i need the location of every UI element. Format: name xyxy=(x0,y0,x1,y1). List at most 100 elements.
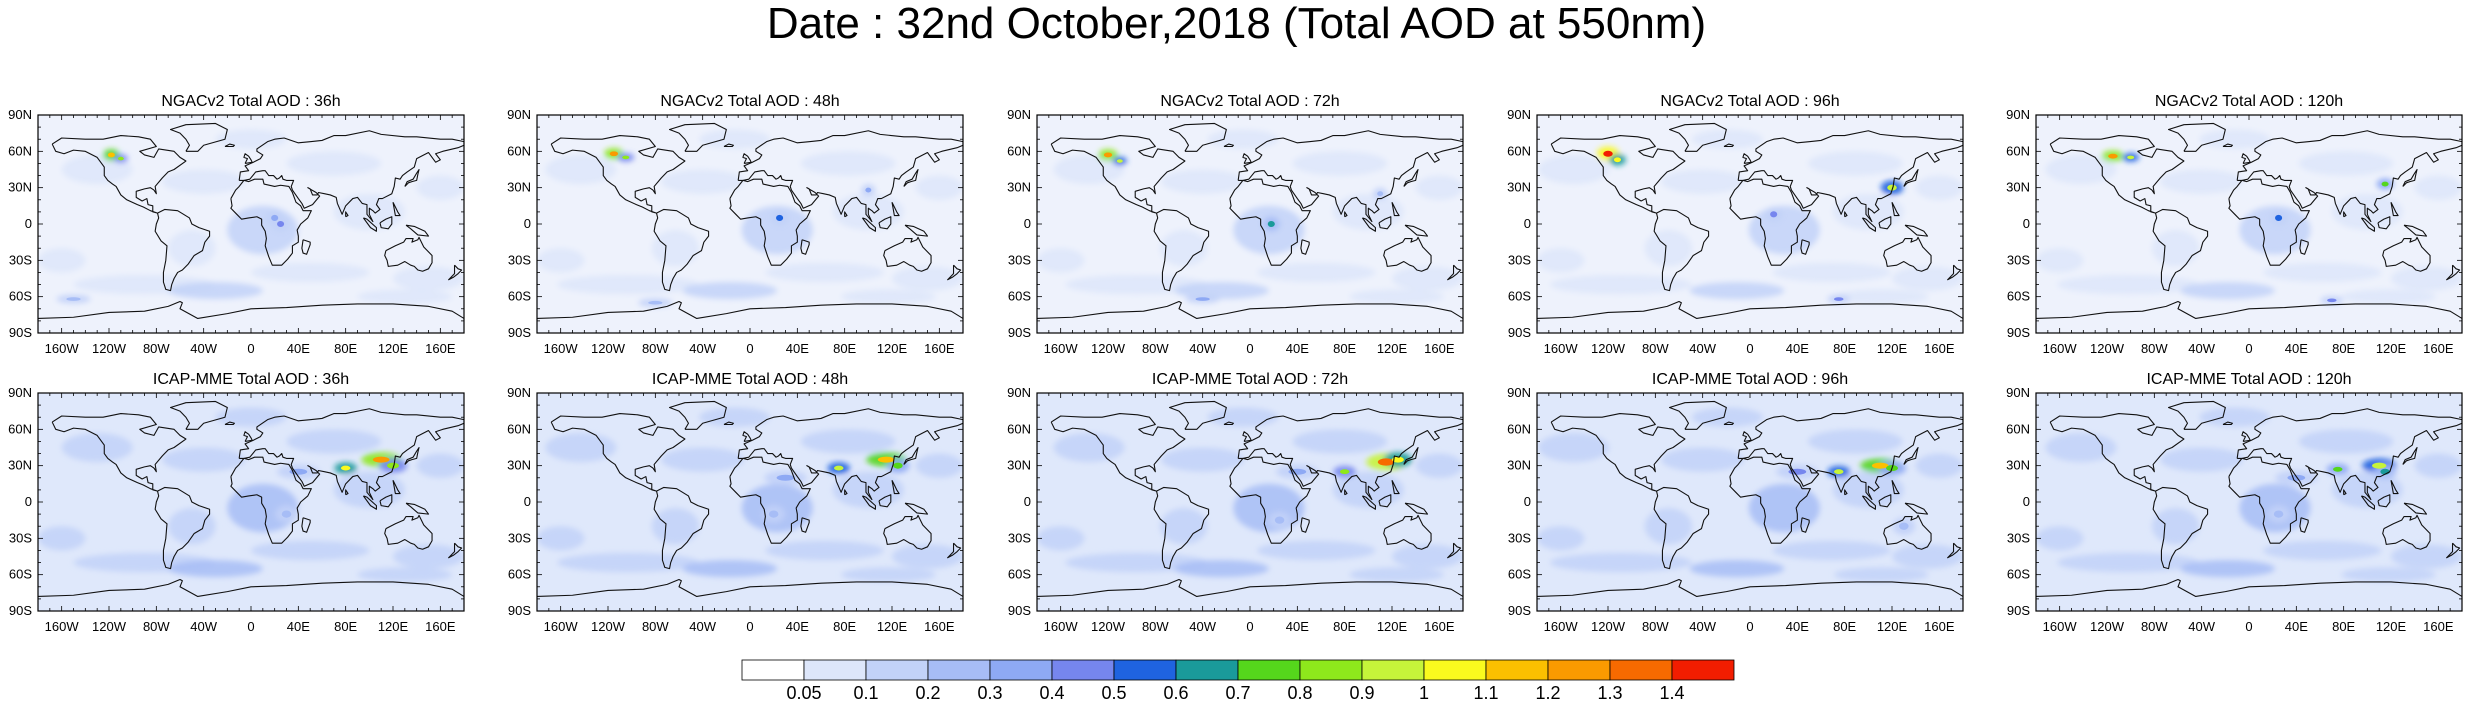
lon-tick-label: 160W xyxy=(1044,341,1079,356)
aod-map: 90N 60N 30N 0 30S 60S 90S 160W 120W 80W 40W 0 40E 80E… xyxy=(2006,385,2463,634)
lon-tick-label: 40E xyxy=(1786,341,1809,356)
lat-tick-label: 90S xyxy=(2007,325,2030,340)
lat-tick-label: 60S xyxy=(2007,567,2030,582)
panel-title: ICAP-MME Total AOD : 72h xyxy=(1151,371,1349,388)
lat-tick-label: 30N xyxy=(507,180,531,195)
lon-tick-label: 40W xyxy=(689,619,716,634)
lat-tick-label: 30N xyxy=(8,180,32,195)
colorbar-swatch xyxy=(865,659,929,681)
lon-tick-label: 40E xyxy=(287,619,310,634)
lon-tick-label: 80W xyxy=(642,341,669,356)
lon-tick-label: 160E xyxy=(425,619,456,634)
aod-field xyxy=(2036,393,2462,611)
lat-tick-label: 30N xyxy=(2006,458,2030,473)
lon-tick-label: 160E xyxy=(1424,619,1455,634)
lat-tick-label: 90N xyxy=(507,107,531,122)
colorbar-label: 1.3 xyxy=(1597,683,1622,701)
lat-tick-label: 0 xyxy=(25,494,32,509)
lat-tick-label: 90N xyxy=(2006,385,2030,400)
lon-tick-label: 80W xyxy=(143,341,170,356)
lat-tick-label: 0 xyxy=(25,216,32,231)
lon-tick-label: 80W xyxy=(1642,619,1669,634)
colorbar-swatch xyxy=(741,659,805,681)
lon-tick-label: 120E xyxy=(877,619,908,634)
lon-tick-label: 120E xyxy=(1377,619,1408,634)
lon-tick-label: 0 xyxy=(2245,341,2252,356)
lon-tick-label: 160W xyxy=(1044,619,1079,634)
map-panel: NGACv2 Total AOD : 36h 90N 60N 30N 0 30S 60S 90… xyxy=(8,93,465,356)
lat-tick-label: 60N xyxy=(1007,421,1031,436)
colorbar-label: 0.9 xyxy=(1349,683,1374,701)
colorbar-label: 1.4 xyxy=(1659,683,1684,701)
colorbar-swatch xyxy=(803,659,867,681)
lat-tick-label: 60N xyxy=(8,421,32,436)
lon-tick-label: 0 xyxy=(1246,619,1253,634)
lon-tick-label: 120E xyxy=(378,619,409,634)
lon-tick-label: 160E xyxy=(924,619,955,634)
lat-tick-label: 60N xyxy=(1007,143,1031,158)
aod-colorbar: 0.05 0.1 0.2 0.3 0.4 0.5 0.6 0.7 0.8 0.9 1 1.1 1.2 1.… xyxy=(741,659,1735,701)
lat-tick-label: 60S xyxy=(508,567,531,582)
lon-tick-label: 80E xyxy=(833,619,856,634)
lon-tick-label: 120W xyxy=(591,341,626,356)
map-panel: NGACv2 Total AOD : 72h 90N 60N 30N 0 30S 60S 90… xyxy=(1007,93,1464,356)
colorbar-swatch xyxy=(1299,659,1363,681)
map-panel: NGACv2 Total AOD : 96h 90N 60N 30N 0 30S 60S 90… xyxy=(1507,93,1964,356)
lon-tick-label: 160E xyxy=(2423,341,2454,356)
lat-tick-label: 90S xyxy=(508,325,531,340)
lon-tick-label: 120E xyxy=(1377,341,1408,356)
aod-field xyxy=(2036,115,2462,333)
lat-tick-label: 0 xyxy=(1024,216,1031,231)
lat-tick-label: 30S xyxy=(9,530,32,545)
map-panel: NGACv2 Total AOD : 120h 90N 60N 30N 0 30S 60S 9… xyxy=(2006,93,2463,356)
colorbar-swatch xyxy=(927,659,991,681)
aod-map: 90N 60N 30N 0 30S 60S 90S 160W 120W 80W 40W 0 40E 80E… xyxy=(507,107,964,356)
lon-tick-label: 120E xyxy=(378,341,409,356)
lon-tick-label: 40E xyxy=(2285,341,2308,356)
lat-tick-label: 30S xyxy=(1008,252,1031,267)
lon-tick-label: 80W xyxy=(2141,341,2168,356)
lon-tick-label: 0 xyxy=(1746,619,1753,634)
aod-map: 90N 60N 30N 0 30S 60S 90S 160W 120W 80W 40W 0 40E 80E… xyxy=(1007,385,1464,634)
aod-field xyxy=(1537,115,1963,333)
lon-tick-label: 160W xyxy=(1544,341,1579,356)
lat-tick-label: 30N xyxy=(2006,180,2030,195)
colorbar-swatch xyxy=(1671,659,1735,681)
lat-tick-label: 30S xyxy=(9,252,32,267)
lon-tick-label: 40W xyxy=(1689,341,1716,356)
lon-tick-label: 160W xyxy=(2043,619,2078,634)
lat-tick-label: 60S xyxy=(1508,567,1531,582)
map-panel: ICAP-MME Total AOD : 36h 90N 60N 30N 0 30S 60S… xyxy=(8,371,465,634)
lat-tick-label: 90N xyxy=(1507,107,1531,122)
lat-tick-label: 0 xyxy=(2023,216,2030,231)
lat-tick-label: 90S xyxy=(1008,325,1031,340)
lat-tick-label: 0 xyxy=(1024,494,1031,509)
lon-tick-label: 80E xyxy=(2332,619,2355,634)
lat-tick-label: 90S xyxy=(1508,603,1531,618)
lat-tick-label: 60N xyxy=(1507,143,1531,158)
lon-tick-label: 120W xyxy=(591,619,626,634)
lat-tick-label: 60S xyxy=(9,289,32,304)
lon-tick-label: 0 xyxy=(1246,341,1253,356)
lon-tick-label: 80W xyxy=(642,619,669,634)
panel-title: NGACv2 Total AOD : 72h xyxy=(1160,93,1340,110)
lat-tick-label: 60N xyxy=(8,143,32,158)
lon-tick-label: 120W xyxy=(1091,341,1126,356)
aod-map: 90N 60N 30N 0 30S 60S 90S 160W 120W 80W 40W 0 40E 80E… xyxy=(1007,107,1464,356)
lat-tick-label: 60S xyxy=(508,289,531,304)
lat-tick-label: 60S xyxy=(1508,289,1531,304)
lon-tick-label: 0 xyxy=(247,619,254,634)
lon-tick-label: 0 xyxy=(247,341,254,356)
lon-tick-label: 160W xyxy=(1544,619,1579,634)
map-panel: ICAP-MME Total AOD : 96h 90N 60N 30N 0 30S 60S… xyxy=(1507,371,1964,634)
panel-title: ICAP-MME Total AOD : 96h xyxy=(1651,371,1849,388)
lat-tick-label: 90N xyxy=(1507,385,1531,400)
lon-tick-label: 40E xyxy=(2285,619,2308,634)
lat-tick-label: 30N xyxy=(1007,458,1031,473)
aod-map: 90N 60N 30N 0 30S 60S 90S 160W 120W 80W 40W 0 40E 80E… xyxy=(8,107,465,356)
lon-tick-label: 160E xyxy=(1424,341,1455,356)
lat-tick-label: 30S xyxy=(2007,252,2030,267)
lon-tick-label: 160E xyxy=(425,341,456,356)
lon-tick-label: 120E xyxy=(1877,341,1908,356)
lat-tick-label: 30S xyxy=(1508,530,1531,545)
